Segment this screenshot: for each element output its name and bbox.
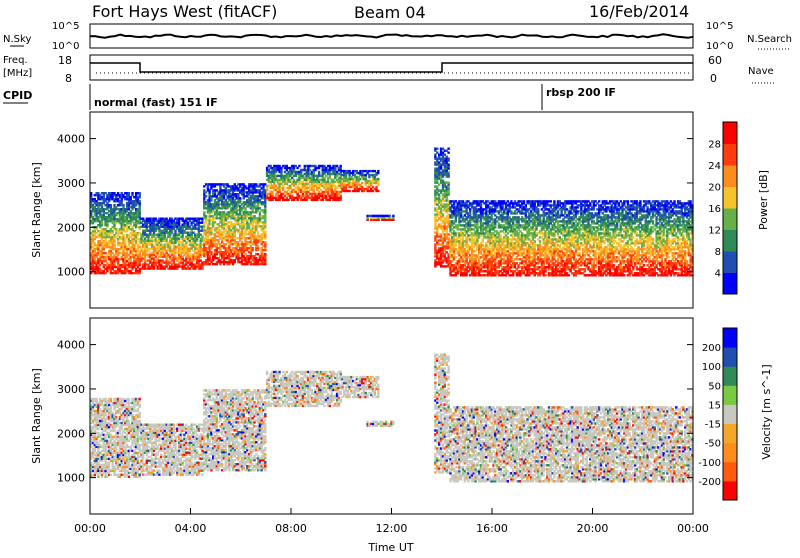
freq-right-tick-top: 60 [708, 54, 722, 67]
echo-cell [377, 170, 379, 172]
noise-sky-series [90, 34, 693, 38]
echo-cell [340, 195, 342, 197]
echo-cell [447, 148, 449, 150]
echo-cell [203, 211, 205, 213]
echo-cell [442, 213, 444, 215]
echo-cell [122, 234, 124, 236]
echo-cell [447, 181, 449, 183]
freq-right-tick-bottom: 0 [710, 72, 717, 85]
echo-cell [447, 163, 449, 165]
echo-cell [447, 152, 449, 154]
echo-cell [377, 190, 379, 192]
echo-cell [257, 231, 259, 233]
echo-cell [122, 204, 124, 206]
echo-cell [455, 256, 457, 258]
freq-series [90, 63, 693, 72]
echo-cell [447, 158, 449, 160]
echo-cell [264, 231, 266, 233]
echo-cell [257, 245, 259, 247]
beam-title: Beam 04 [354, 3, 426, 22]
cpid-label: CPID [3, 89, 32, 102]
freq-panel: Freq. [MHz] 18 8 60 0 Nave [3, 54, 776, 85]
noise-left-tick-bottom: 10^0 [52, 41, 79, 52]
echo-cell [318, 171, 320, 173]
freq-right-label: Nave [748, 66, 774, 77]
echo-cell [377, 178, 379, 180]
echo-cell [392, 215, 394, 217]
freq-left-label-2: [MHz] [3, 68, 32, 79]
echo-cell [128, 192, 130, 194]
noise-left-tick-top: 10^5 [52, 21, 79, 32]
noise-left-label: N.Sky [3, 34, 31, 45]
echo-cell [252, 247, 254, 249]
echo-cell [264, 253, 266, 255]
noise-right-tick-bottom: 10^0 [706, 41, 733, 52]
echo-cell [131, 192, 133, 194]
echo-cell [205, 195, 207, 197]
cpid-row: CPID normal (fast) 151 IF rbsp 200 IF [3, 84, 616, 110]
echo-cell [500, 234, 502, 236]
freq-frame [90, 55, 693, 80]
echo-cell [239, 197, 241, 199]
freq-left-tick-top: 18 [58, 54, 72, 67]
echo-cell [139, 192, 141, 194]
noise-panel: N.Sky 10^5 10^0 10^5 10^0 N.Search [3, 21, 792, 52]
freq-left-tick-bottom: 8 [65, 72, 72, 85]
echo-cell [205, 215, 207, 217]
cpid-program-1: normal (fast) 151 IF [94, 96, 218, 109]
date-title: 16/Feb/2014 [589, 2, 689, 21]
echo-cell [436, 148, 438, 150]
echo-cell [139, 200, 141, 202]
echo-cell [298, 165, 300, 167]
echo-cell [340, 165, 342, 167]
station-title: Fort Hays West (fitACF) [92, 2, 277, 21]
echo-cell [264, 241, 266, 243]
noise-right-label: N.Search [747, 34, 792, 45]
noise-right-tick-top: 10^5 [706, 21, 733, 32]
cpid-program-2: rbsp 200 IF [546, 86, 616, 99]
echo-cell [348, 190, 350, 192]
freq-left-label-1: Freq. [3, 55, 28, 66]
echo-cell [361, 182, 363, 184]
echo-cell [447, 171, 449, 173]
echo-cell [523, 200, 525, 202]
echo-cell [110, 204, 112, 206]
